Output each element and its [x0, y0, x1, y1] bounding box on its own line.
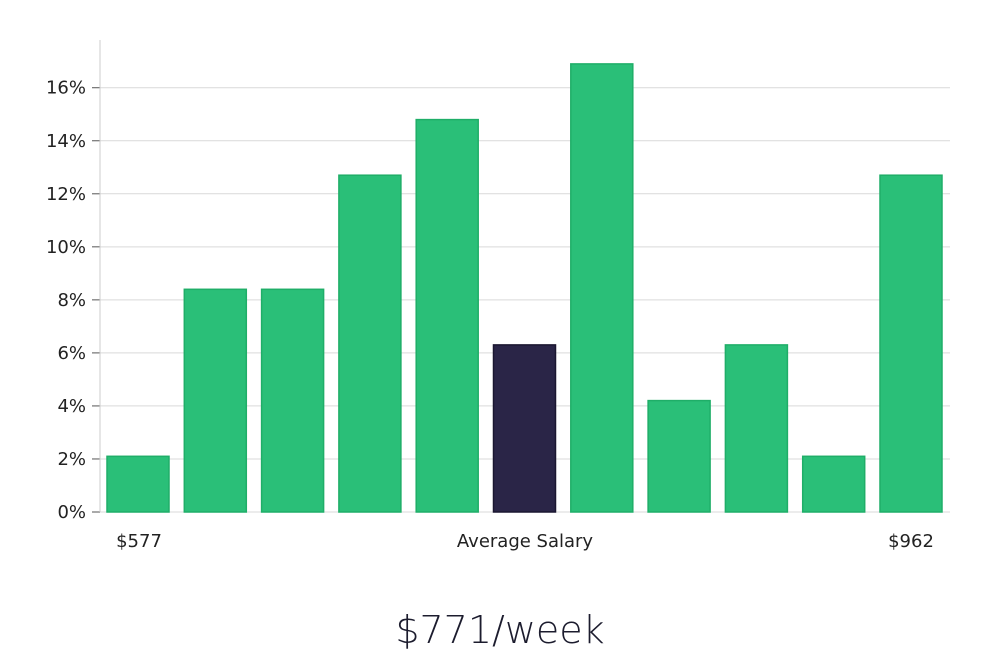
y-tick-label: 2%	[57, 449, 86, 470]
bar	[106, 455, 170, 513]
y-tick-label: 16%	[46, 78, 86, 99]
x-axis-label: Average Salary	[457, 531, 594, 552]
bar	[647, 399, 711, 513]
bar	[338, 174, 402, 513]
y-axis-ticks: 0% 2% 4% 6% 8% 10% 12% 14% 16%	[46, 78, 100, 523]
y-tick-label: 6%	[57, 343, 86, 364]
bar	[415, 118, 479, 513]
salary-histogram: 0% 2% 4% 6% 8% 10% 12% 14% 16% $577 Average Sala…	[46, 40, 950, 552]
bar	[183, 288, 248, 513]
bar	[260, 288, 325, 513]
bar	[570, 63, 634, 513]
x-max-label: $962	[888, 531, 934, 552]
y-tick-label: 14%	[46, 131, 86, 152]
x-min-label: $577	[116, 531, 162, 552]
bar	[724, 344, 789, 513]
y-tick-label: 8%	[57, 290, 86, 311]
y-tick-label: 0%	[57, 502, 86, 523]
y-tick-label: 12%	[46, 184, 86, 205]
y-tick-label: 4%	[57, 396, 86, 417]
average-salary-headline: $771/week	[395, 608, 605, 652]
bar	[879, 174, 943, 513]
bars	[106, 63, 943, 513]
bar	[801, 455, 866, 513]
bar-highlighted	[492, 344, 557, 513]
y-tick-label: 10%	[46, 237, 86, 258]
